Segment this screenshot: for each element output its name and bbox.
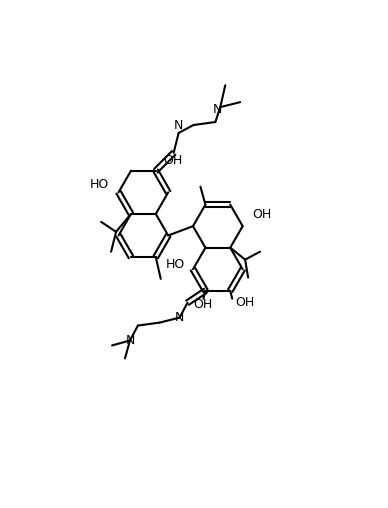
Text: OH: OH: [164, 154, 183, 167]
Text: OH: OH: [253, 208, 272, 220]
Text: OH: OH: [193, 298, 212, 311]
Text: OH: OH: [235, 296, 255, 309]
Text: N: N: [174, 119, 183, 132]
Text: HO: HO: [166, 258, 185, 271]
Text: N: N: [125, 334, 135, 347]
Text: N: N: [175, 311, 184, 324]
Text: HO: HO: [89, 178, 109, 191]
Text: N: N: [213, 103, 222, 116]
